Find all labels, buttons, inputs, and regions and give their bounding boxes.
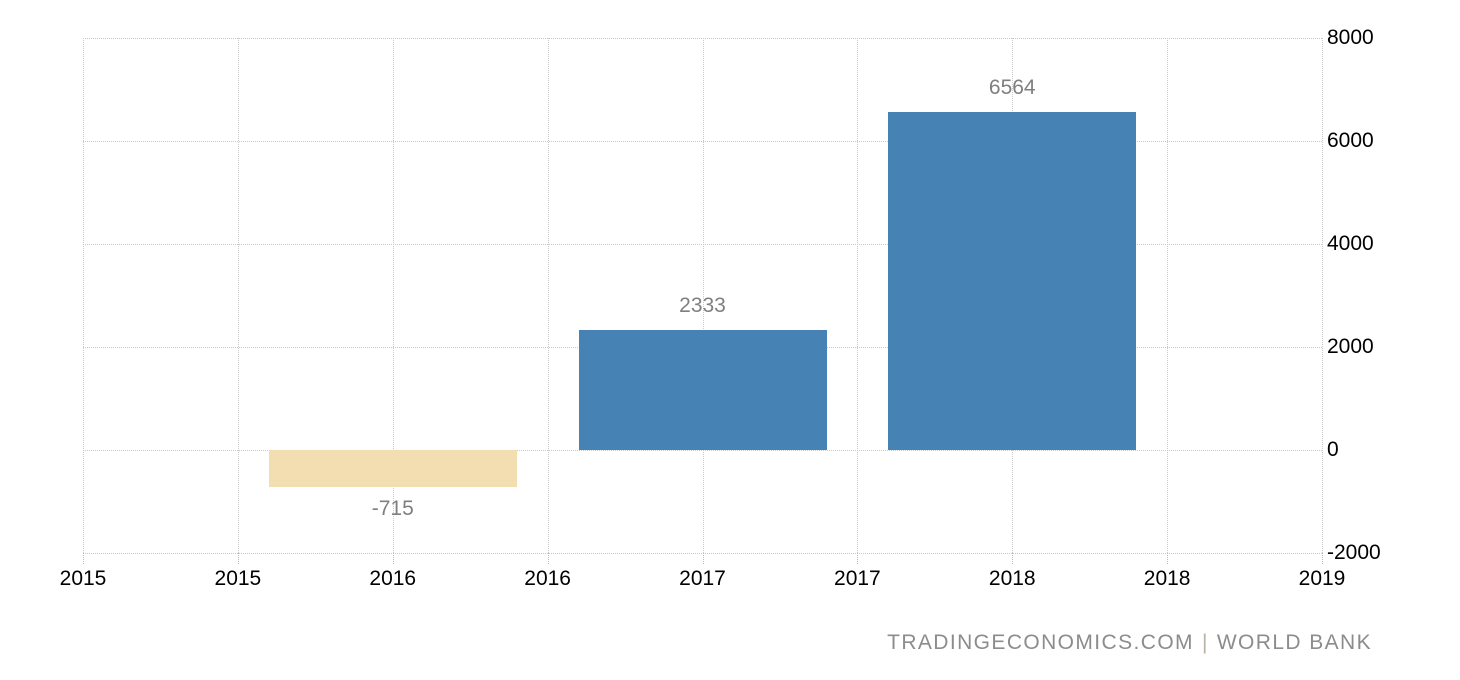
watermark-separator-icon: | — [1201, 631, 1209, 654]
bar-value-label: 6564 — [988, 75, 1036, 99]
x-axis-tick — [702, 553, 704, 564]
bar-2017 — [578, 329, 827, 450]
y-axis-tick-label: -2000 — [1327, 541, 1381, 564]
x-axis-tick-label: 2018 — [1143, 567, 1191, 590]
x-gridline — [547, 38, 549, 553]
bar-value-label: -715 — [371, 496, 414, 520]
x-axis-tick-label: 2017 — [679, 567, 726, 590]
x-axis-tick — [857, 553, 859, 564]
watermark-source: TRADINGECONOMICS.COM — [887, 631, 1194, 654]
x-axis-tick — [1012, 553, 1014, 564]
watermark-provider: WORLD BANK — [1216, 631, 1372, 654]
x-axis-tick-label: 2016 — [369, 567, 417, 590]
x-axis-tick-label: 2015 — [214, 567, 262, 590]
x-axis-tick-label: 2019 — [1298, 567, 1346, 590]
x-axis-tick — [392, 553, 394, 564]
x-gridline — [1167, 38, 1169, 553]
x-gridline — [702, 38, 704, 553]
x-gridline — [83, 38, 84, 553]
y-axis-tick-label: 4000 — [1327, 232, 1374, 255]
bar-2016 — [268, 450, 517, 487]
x-axis-tick-label: 2018 — [988, 567, 1036, 590]
x-gridline — [237, 38, 239, 553]
x-axis-tick — [547, 553, 549, 564]
y-axis-tick-label: 6000 — [1327, 129, 1374, 152]
x-axis-tick — [1167, 553, 1169, 564]
x-gridline — [392, 38, 394, 553]
x-axis-tick-label: 2016 — [524, 567, 571, 590]
x-axis-tick — [237, 553, 239, 564]
y-axis-tick-label: 8000 — [1327, 26, 1374, 49]
x-axis-tick — [1322, 553, 1323, 564]
x-axis-tick-label: 2015 — [59, 567, 107, 590]
watermark: TRADINGECONOMICS.COM | WORLD BANK — [887, 631, 1372, 655]
y-axis-tick-label: 0 — [1327, 438, 1339, 461]
x-axis-tick-label: 2017 — [834, 567, 881, 590]
y-axis-tick-label: 2000 — [1327, 335, 1374, 358]
x-axis-tick — [83, 553, 84, 564]
bar-value-label: 2333 — [679, 293, 726, 317]
x-gridline — [1322, 38, 1323, 553]
x-gridline — [857, 38, 859, 553]
bar-2018 — [888, 111, 1137, 450]
